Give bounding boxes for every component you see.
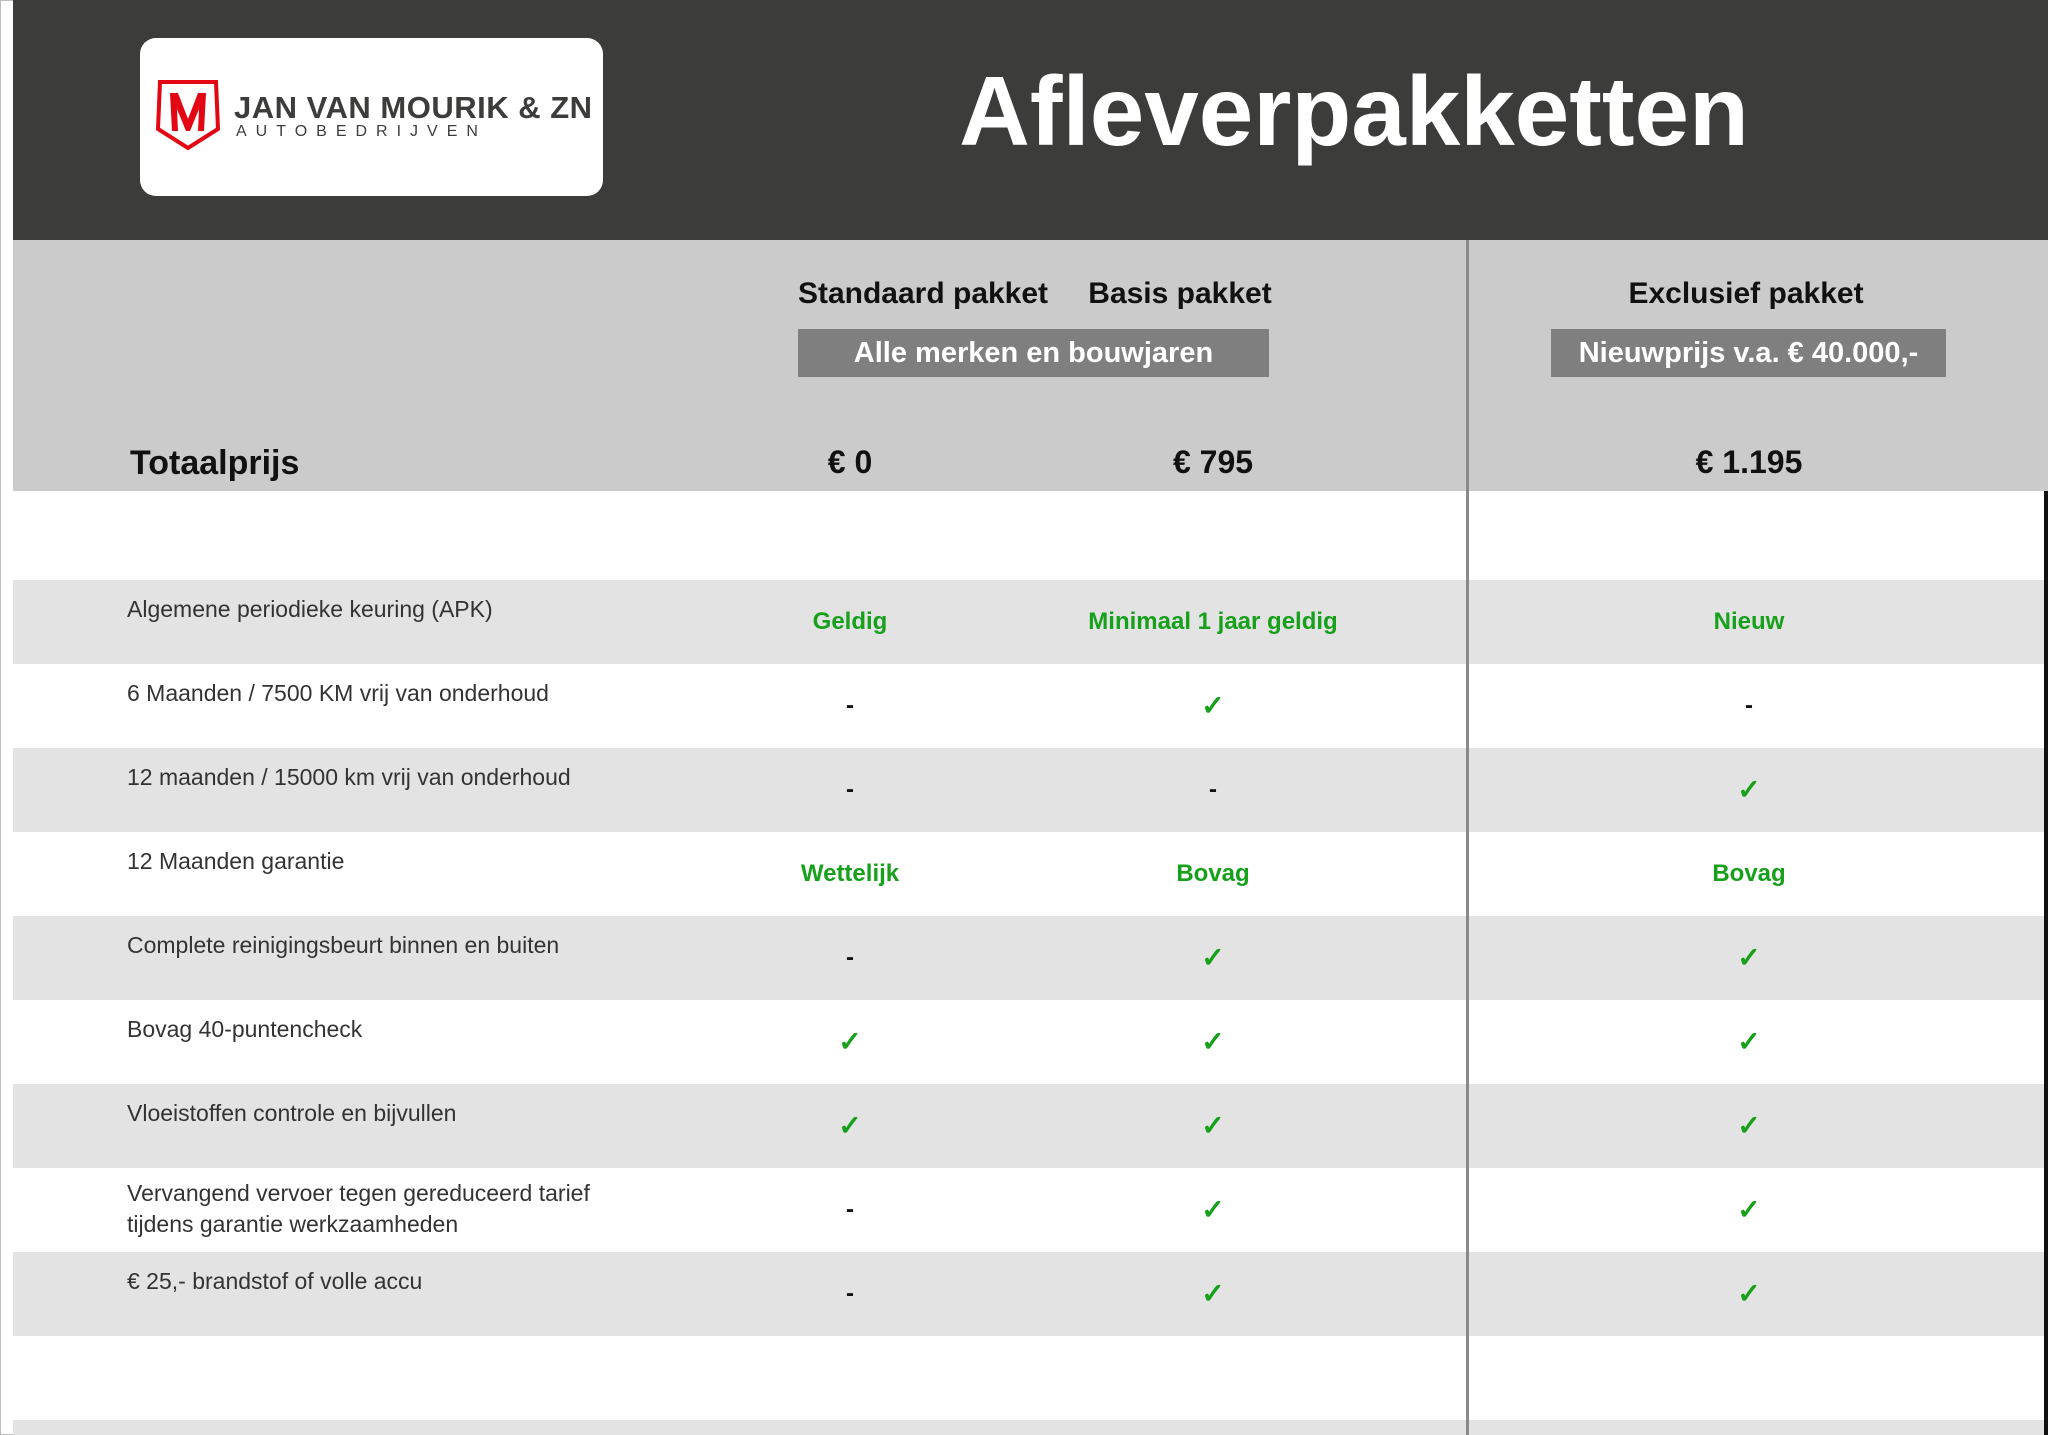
table-row: 12 Maanden garantie Wettelijk Bovag Bovag (13, 832, 2048, 916)
dash-cell: - (1209, 776, 1217, 803)
feature-table: Algemene periodieke keuring (APK) Geldig M… (13, 580, 2048, 1336)
shield-logo-icon (156, 80, 220, 151)
table-row: € 25,- brandstof of volle accu - ✓ ✓ (13, 1252, 2048, 1336)
check-icon: ✓ (1201, 1110, 1225, 1141)
table-row: Complete reinigingsbeurt binnen en buite… (13, 916, 2048, 1000)
table-row: 6 Maanden / 7500 KM vrij van onderhoud - ✓… (13, 664, 2048, 748)
total-label: Totaalprijs (130, 444, 300, 482)
check-icon: ✓ (1737, 774, 1761, 805)
value-cell: Bovag (1712, 860, 1786, 887)
check-icon: ✓ (1201, 1278, 1225, 1309)
check-icon: ✓ (1737, 1278, 1761, 1309)
dash-cell: - (846, 1196, 854, 1223)
check-icon: ✓ (1201, 942, 1225, 973)
check-icon: ✓ (1737, 1026, 1761, 1057)
table-row: Vervangend vervoer tegen gereduceerd tar… (13, 1168, 2048, 1252)
feature-label: 12 maanden / 15000 km vrij van onderhoud (127, 764, 571, 790)
feature-label: € 25,- brandstof of volle accu (127, 1268, 423, 1294)
check-icon: ✓ (1737, 1194, 1761, 1225)
table-row: Vloeistoffen controle en bijvullen ✓ ✓ ✓ (13, 1084, 2048, 1168)
dash-cell: - (846, 944, 854, 971)
value-cell: Nieuw (1713, 608, 1785, 635)
check-icon: ✓ (1737, 1110, 1761, 1141)
value-cell: Minimaal 1 jaar geldig (1088, 608, 1338, 635)
note-all-brands: Alle merken en bouwjaren (798, 329, 1269, 377)
dash-cell: - (846, 692, 854, 719)
note-new-price: Nieuwprijs v.a. € 40.000,- (1551, 329, 1946, 377)
column-basis: Basis pakket (1088, 277, 1272, 310)
value-cell: Bovag (1176, 860, 1250, 887)
dash-cell: - (846, 776, 854, 803)
dash-cell: - (1745, 692, 1753, 719)
price-basis: € 795 (1172, 444, 1254, 480)
check-icon: ✓ (1737, 942, 1761, 973)
column-standard: Standaard pakket (797, 277, 1049, 310)
dash-cell: - (846, 1280, 854, 1307)
table-row: Algemene periodieke keuring (APK) Geldig M… (13, 580, 2048, 664)
table-row: Bovag 40-puntencheck ✓ ✓ ✓ (13, 1000, 2048, 1084)
column-divider (1466, 240, 1469, 1435)
header: JAN VAN MOURIK & ZN AUTOBEDRIJVEN Afleve… (13, 0, 2048, 240)
right-border (2044, 491, 2048, 1435)
feature-label: Vloeistoffen controle en bijvullen (127, 1100, 457, 1126)
value-cell: Geldig (812, 608, 888, 635)
check-icon: ✓ (838, 1110, 862, 1141)
check-icon: ✓ (1201, 1026, 1225, 1057)
page-title: Afleverpakketten (959, 56, 1749, 166)
check-icon: ✓ (838, 1026, 862, 1057)
price-exclusive: € 1.195 (1695, 444, 1803, 480)
check-icon: ✓ (1201, 1194, 1225, 1225)
bottom-strip (13, 1420, 2048, 1435)
column-exclusive: Exclusief pakket (1628, 277, 1864, 310)
logo-name: JAN VAN MOURIK & ZN (234, 90, 593, 125)
price-standard: € 0 (827, 444, 873, 480)
feature-label: Vervangend vervoer tegen gereduceerd tar… (127, 1180, 590, 1237)
feature-label: 12 Maanden garantie (127, 848, 345, 874)
feature-label: 6 Maanden / 7500 KM vrij van onderhoud (127, 680, 549, 706)
value-cell: Wettelijk (800, 860, 900, 887)
feature-label: Algemene periodieke keuring (APK) (127, 596, 493, 622)
feature-label: Bovag 40-puntencheck (127, 1016, 363, 1042)
logo: JAN VAN MOURIK & ZN AUTOBEDRIJVEN (140, 38, 603, 196)
feature-label: Complete reinigingsbeurt binnen en buite… (127, 932, 560, 958)
check-icon: ✓ (1201, 690, 1225, 721)
logo-subtitle: AUTOBEDRIJVEN (236, 123, 487, 140)
table-row: 12 maanden / 15000 km vrij van onderhoud… (13, 748, 2048, 832)
